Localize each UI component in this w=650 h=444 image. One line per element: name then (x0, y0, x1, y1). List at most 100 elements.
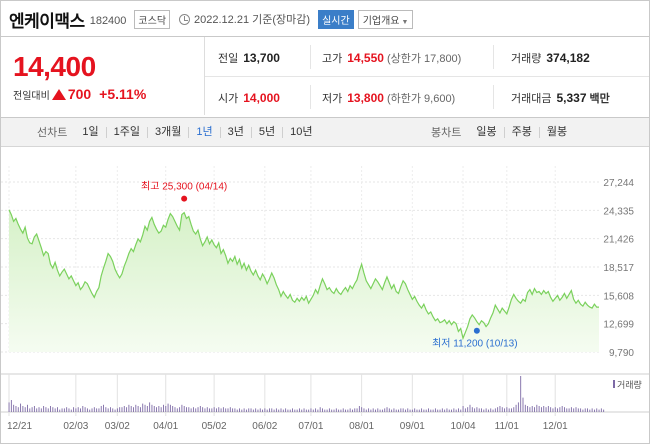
y-tick-label: 24,335 (603, 206, 634, 217)
divider (310, 85, 311, 109)
volume-bar (331, 409, 333, 412)
realtime-button[interactable]: 실시간 (318, 9, 354, 29)
volume-bar (303, 408, 305, 412)
volume-bar (593, 409, 595, 412)
volume-bar (361, 407, 363, 412)
volume-bar (100, 406, 102, 412)
volume-bar (227, 408, 229, 412)
volume-bar (414, 408, 416, 412)
volume-bar (520, 376, 522, 412)
volume-bar (517, 402, 519, 412)
volume-bar (393, 408, 395, 412)
volume-bar (36, 408, 38, 412)
volume-bar (123, 406, 125, 412)
tab-line-period-0[interactable]: 1일 (82, 125, 99, 138)
tab-line-period-1[interactable]: 1주일 (105, 126, 147, 138)
volume-bar (312, 409, 314, 412)
volume-bar (451, 409, 452, 412)
volume-bar (188, 407, 190, 412)
tab-candle-period-1[interactable]: 주봉 (503, 126, 539, 138)
volume-bar (351, 409, 353, 412)
volume-bar (116, 408, 118, 412)
volume-bar (73, 407, 75, 412)
volume-bar (511, 408, 512, 412)
volume-bar (285, 408, 287, 412)
stock-name: 엔케이맥스 (9, 11, 85, 31)
tab-candle-period-2[interactable]: 월봉 (538, 126, 574, 138)
stock-code: 182400 (89, 14, 127, 27)
volume-bar (384, 408, 386, 412)
volume-bar (163, 404, 164, 412)
tab-line-period-3[interactable]: 1년 (188, 126, 219, 138)
volume-bar (216, 408, 217, 412)
volume-bar (33, 406, 35, 412)
volume-bar (499, 406, 501, 412)
tab-line-period-6[interactable]: 10년 (282, 126, 319, 138)
x-tick-label: 08/01 (349, 421, 374, 432)
volume-bar (119, 407, 121, 412)
tab-candle-period-0[interactable]: 일봉 (476, 125, 497, 138)
volume-bar (405, 409, 406, 412)
high-label: 고가 (322, 53, 343, 65)
volume-bar (458, 408, 459, 412)
tab-line-period-4[interactable]: 3년 (219, 126, 251, 138)
volume-bar (266, 409, 268, 412)
volume-bar (368, 408, 370, 412)
volume-bar (476, 407, 478, 412)
volume-bar (308, 409, 310, 412)
volume-bar (301, 409, 303, 412)
volume-bar (17, 407, 19, 412)
volume-bar (139, 407, 141, 412)
volume-bar (294, 409, 296, 412)
volume-bar (409, 409, 411, 412)
volume-bar (133, 407, 134, 412)
volume-bar (370, 409, 372, 412)
volume-bar (68, 408, 70, 412)
low-marker (473, 327, 480, 334)
volume-bar (282, 409, 284, 412)
volume-bar (319, 407, 321, 412)
volume-bar (497, 407, 499, 412)
volume-bar (504, 408, 506, 412)
divider (493, 45, 494, 69)
volume-bar (342, 408, 344, 412)
y-tick-label: 12,699 (603, 320, 634, 331)
current-price: 14,400 (13, 51, 96, 82)
volume-bar (421, 408, 423, 412)
volume-legend: 거래량 (617, 379, 642, 390)
volume-bar (492, 409, 494, 412)
tab-line-period-2[interactable]: 3개월 (146, 126, 188, 138)
volume-bar (455, 409, 457, 412)
volume-bar (552, 408, 554, 412)
volume-bar (575, 407, 577, 412)
volume-bar (197, 407, 199, 412)
volume-bar (146, 406, 148, 412)
volume-bar (190, 408, 192, 412)
volume-bar (494, 408, 496, 412)
volume-bar (22, 406, 24, 412)
volume-bar (543, 406, 545, 412)
volume-bar (262, 409, 264, 412)
volume-bar (432, 409, 434, 412)
volume-bar (158, 406, 160, 412)
volume-bar (239, 408, 240, 412)
volume-bar (137, 406, 139, 412)
prev-close-label: 전일 (218, 53, 239, 65)
company-info-dropdown[interactable]: 기업개요 ▼ (357, 9, 414, 29)
volume-bar (564, 407, 565, 412)
volume-bar (358, 406, 360, 412)
y-tick-label: 18,517 (603, 263, 634, 274)
volume-bar (317, 409, 319, 412)
volume-bar (77, 407, 79, 412)
volume-bar (56, 407, 58, 412)
volume-bar (40, 408, 42, 412)
day-low: 저가 13,800 (하한가 9,600) (322, 90, 455, 106)
volume-bar (529, 407, 531, 412)
volume-bar (234, 408, 236, 412)
volume-bar (434, 408, 436, 412)
open-value: 14,000 (243, 91, 280, 105)
day-open: 시가 14,000 (218, 90, 280, 106)
volume-bar (167, 403, 169, 412)
tab-line-period-5[interactable]: 5년 (250, 126, 282, 138)
